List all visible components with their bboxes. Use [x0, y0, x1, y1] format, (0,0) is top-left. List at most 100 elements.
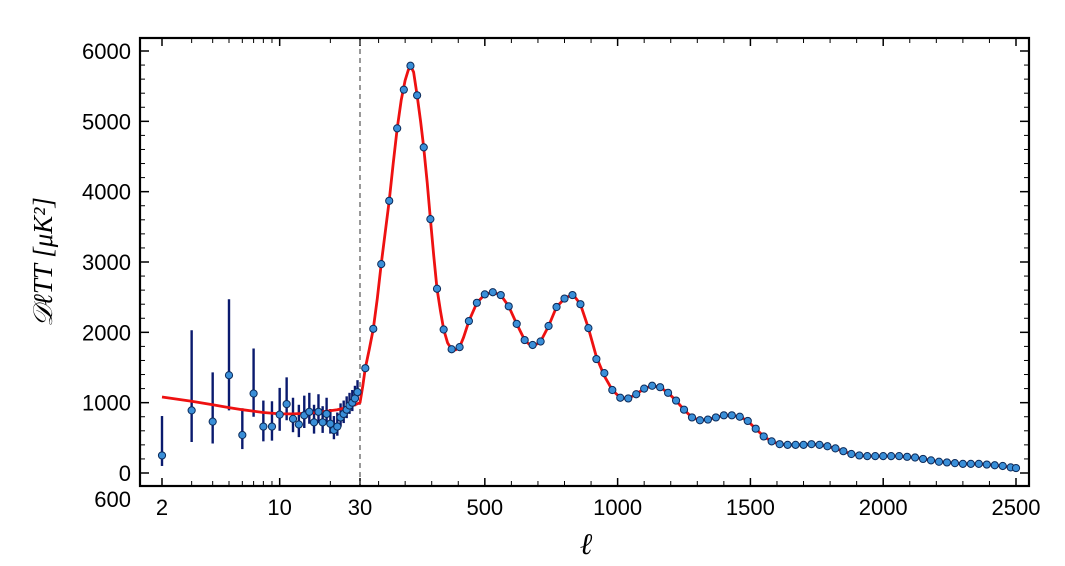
x-tick-label: 2 — [156, 495, 168, 520]
x-tick-label: 30 — [348, 495, 372, 520]
data-point — [918, 454, 928, 464]
x-tick-label: 10 — [267, 495, 291, 520]
data-point — [679, 405, 689, 414]
data-point — [224, 371, 234, 380]
data-point — [990, 461, 999, 470]
x-axis-label: ℓ — [580, 528, 593, 561]
x-axis-ticks: 2 10 30 500 1000 1500 2000 2500 — [156, 38, 1040, 520]
data-point — [767, 437, 776, 446]
data-point — [887, 452, 896, 461]
y-tick-label: 6000 — [82, 39, 131, 64]
data-point — [157, 451, 167, 460]
y-extra-tick-label: 600 — [94, 487, 131, 512]
y-tick-label: 3000 — [82, 250, 131, 275]
data-point — [238, 430, 247, 440]
data-point — [671, 396, 681, 405]
data-point — [871, 452, 880, 461]
data-point — [353, 388, 362, 397]
data-point — [305, 407, 314, 416]
data-point — [950, 459, 960, 468]
data-point — [439, 325, 448, 334]
data-point — [616, 393, 625, 402]
y-tick-label: 2000 — [82, 320, 131, 345]
data-point — [847, 449, 856, 459]
data-point — [926, 456, 936, 465]
data-point — [624, 394, 633, 403]
data-point — [663, 388, 673, 397]
data-point — [419, 143, 428, 152]
data-point — [314, 407, 323, 416]
data-point — [775, 440, 784, 449]
data-point — [656, 383, 665, 392]
data-point — [863, 452, 872, 461]
y-tick-label: 4000 — [82, 180, 131, 205]
model-curve — [161, 65, 1017, 470]
data-point — [288, 414, 298, 423]
data-point — [895, 452, 904, 461]
data-point — [520, 335, 529, 345]
data-point — [879, 452, 888, 461]
data-point — [751, 424, 760, 433]
data-point — [504, 302, 513, 311]
data-point — [377, 260, 386, 269]
data-point — [480, 290, 489, 299]
data-point — [361, 364, 370, 373]
y-axis-label: 𝒟ℓTT [μK²] — [28, 197, 58, 327]
data-point — [958, 459, 967, 468]
data-point — [447, 345, 456, 354]
data-point — [703, 415, 713, 424]
data-point — [399, 85, 408, 94]
y-tick-label: 5000 — [82, 109, 131, 134]
data-point — [791, 440, 800, 449]
data-point — [496, 290, 505, 300]
data-point — [903, 452, 912, 461]
data-point — [432, 284, 442, 293]
y-tick-label: 1000 — [82, 391, 131, 416]
data-point — [759, 432, 768, 441]
data-point — [275, 410, 284, 419]
x-tick-label: 500 — [466, 495, 503, 520]
data-point — [528, 340, 537, 350]
data-point — [584, 324, 593, 333]
data-point — [406, 61, 415, 70]
y-tick-label: 0 — [119, 461, 131, 486]
data-point — [472, 298, 481, 307]
data-point — [592, 354, 601, 364]
data-point — [259, 422, 268, 431]
data-point — [318, 418, 327, 427]
data-point — [735, 412, 744, 421]
data-point — [982, 460, 991, 469]
data-point — [711, 413, 720, 422]
data-point — [640, 384, 649, 393]
data-point — [544, 321, 553, 331]
data-point — [512, 319, 521, 328]
data-point — [1011, 463, 1021, 473]
data-point — [294, 420, 303, 429]
y-axis-ticks: 0 1000 2000 3000 4000 5000 6000 — [82, 39, 1029, 486]
data-point — [309, 418, 319, 427]
data-point — [831, 444, 840, 453]
x-tick-label: 2000 — [859, 495, 908, 520]
data-point — [455, 343, 464, 352]
error-bars — [160, 299, 359, 466]
data-point — [208, 417, 217, 426]
data-point — [942, 458, 952, 467]
data-point — [369, 324, 378, 333]
data-point — [998, 461, 1007, 471]
data-point — [608, 385, 617, 395]
data-point — [799, 440, 808, 449]
data-point — [974, 459, 983, 468]
data-point — [560, 294, 569, 303]
data-point — [839, 447, 848, 456]
data-point — [687, 413, 697, 422]
data-point — [326, 419, 335, 428]
data-points — [157, 61, 1021, 473]
data-point — [187, 406, 196, 415]
data-point — [413, 91, 422, 100]
data-point — [267, 422, 277, 431]
data-point — [249, 389, 258, 398]
data-point — [333, 422, 342, 431]
data-point — [648, 381, 657, 390]
data-point — [695, 416, 705, 425]
